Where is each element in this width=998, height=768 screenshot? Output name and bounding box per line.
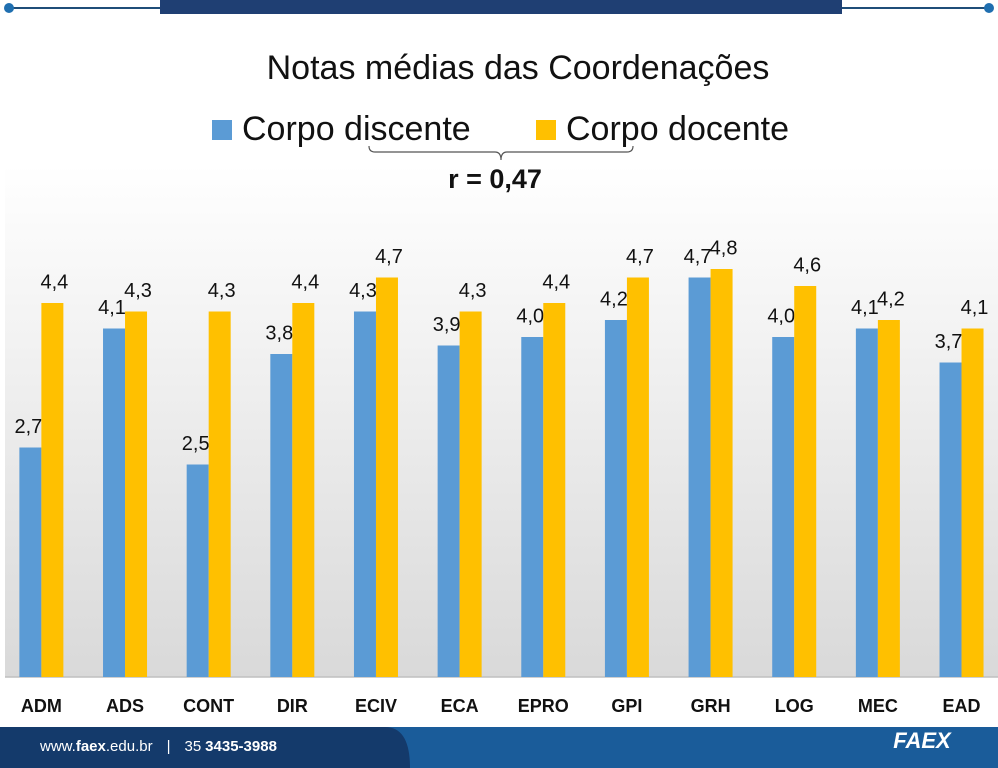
bar [710, 269, 733, 677]
footer-contact: www.faex.edu.br | 35 3435-3988 [39, 738, 277, 755]
x-tick-label: LOG [775, 696, 814, 716]
data-label: 4,2 [877, 288, 905, 310]
x-tick-label: ADM [21, 696, 62, 716]
separator: | [167, 738, 171, 755]
logo: FAEX [893, 728, 952, 753]
data-label: 3,7 [935, 331, 963, 353]
bar [877, 320, 900, 677]
plot-area [5, 165, 998, 677]
legend-label: Corpo docente [566, 110, 789, 148]
legend-swatch [212, 120, 232, 140]
x-tick-label: GPI [611, 696, 642, 716]
top-dot [4, 3, 14, 13]
x-tick-label: EPRO [518, 696, 569, 716]
data-label: 3,9 [433, 314, 461, 336]
data-label: 4,4 [291, 271, 319, 293]
data-label: 4,1 [851, 297, 879, 319]
data-label: 4,8 [710, 237, 738, 259]
annotation: r = 0,47 [448, 164, 542, 194]
bar [270, 354, 293, 677]
bar [459, 311, 482, 677]
data-label: 4,0 [516, 305, 544, 327]
data-label: 4,3 [459, 280, 487, 302]
x-tick-label: EAD [943, 696, 981, 716]
data-label: 3,8 [265, 322, 293, 344]
data-label: 4,4 [542, 271, 570, 293]
bar [604, 320, 627, 677]
x-tick-label: ADS [106, 696, 144, 716]
phone: 35 [184, 738, 201, 755]
data-label: 4,3 [208, 280, 236, 302]
website: faex [76, 738, 107, 755]
data-label: 4,2 [600, 288, 628, 310]
data-label: 4,0 [767, 305, 795, 327]
x-tick-label: GRH [691, 696, 731, 716]
website: www. [39, 738, 76, 755]
bar [626, 277, 649, 677]
data-label: 4,3 [124, 280, 152, 302]
bar [855, 328, 878, 677]
website: .edu.br [106, 738, 153, 755]
x-tick-label: DIR [277, 696, 308, 716]
bar [543, 303, 566, 677]
data-label: 2,7 [14, 416, 42, 438]
legend-label: Corpo discente [242, 110, 471, 148]
x-tick-label: MEC [858, 696, 898, 716]
bar [521, 337, 544, 677]
data-label: 4,4 [40, 271, 68, 293]
bar [772, 337, 795, 677]
data-label: 4,1 [98, 297, 126, 319]
bar [437, 345, 460, 677]
data-label: 4,7 [684, 246, 712, 268]
phone: 3435-3988 [205, 738, 277, 755]
footer-left [0, 727, 410, 768]
chart-title: Notas médias das Coordenações [267, 49, 770, 87]
bar [375, 277, 398, 677]
data-label: 4,7 [375, 246, 403, 268]
bar [103, 328, 126, 677]
legend-swatch [536, 120, 556, 140]
data-label: 2,5 [182, 433, 210, 455]
x-tick-label: ECA [441, 696, 479, 716]
bar [208, 311, 231, 677]
top-band [160, 0, 842, 14]
x-tick-label: CONT [183, 696, 234, 716]
bar [41, 303, 64, 677]
data-label: 4,7 [626, 246, 654, 268]
data-label: 4,1 [961, 297, 989, 319]
bar [292, 303, 315, 677]
brace [368, 145, 634, 161]
data-label: 4,3 [349, 280, 377, 302]
top-dot [984, 3, 994, 13]
bar [939, 362, 962, 677]
bar [961, 328, 984, 677]
bar [19, 447, 42, 677]
x-tick-label: ECIV [355, 696, 397, 716]
bar [688, 277, 711, 677]
bar [353, 311, 376, 677]
bar [794, 286, 817, 677]
bar [186, 464, 209, 677]
data-label: 4,6 [793, 254, 821, 276]
bar [125, 311, 148, 677]
